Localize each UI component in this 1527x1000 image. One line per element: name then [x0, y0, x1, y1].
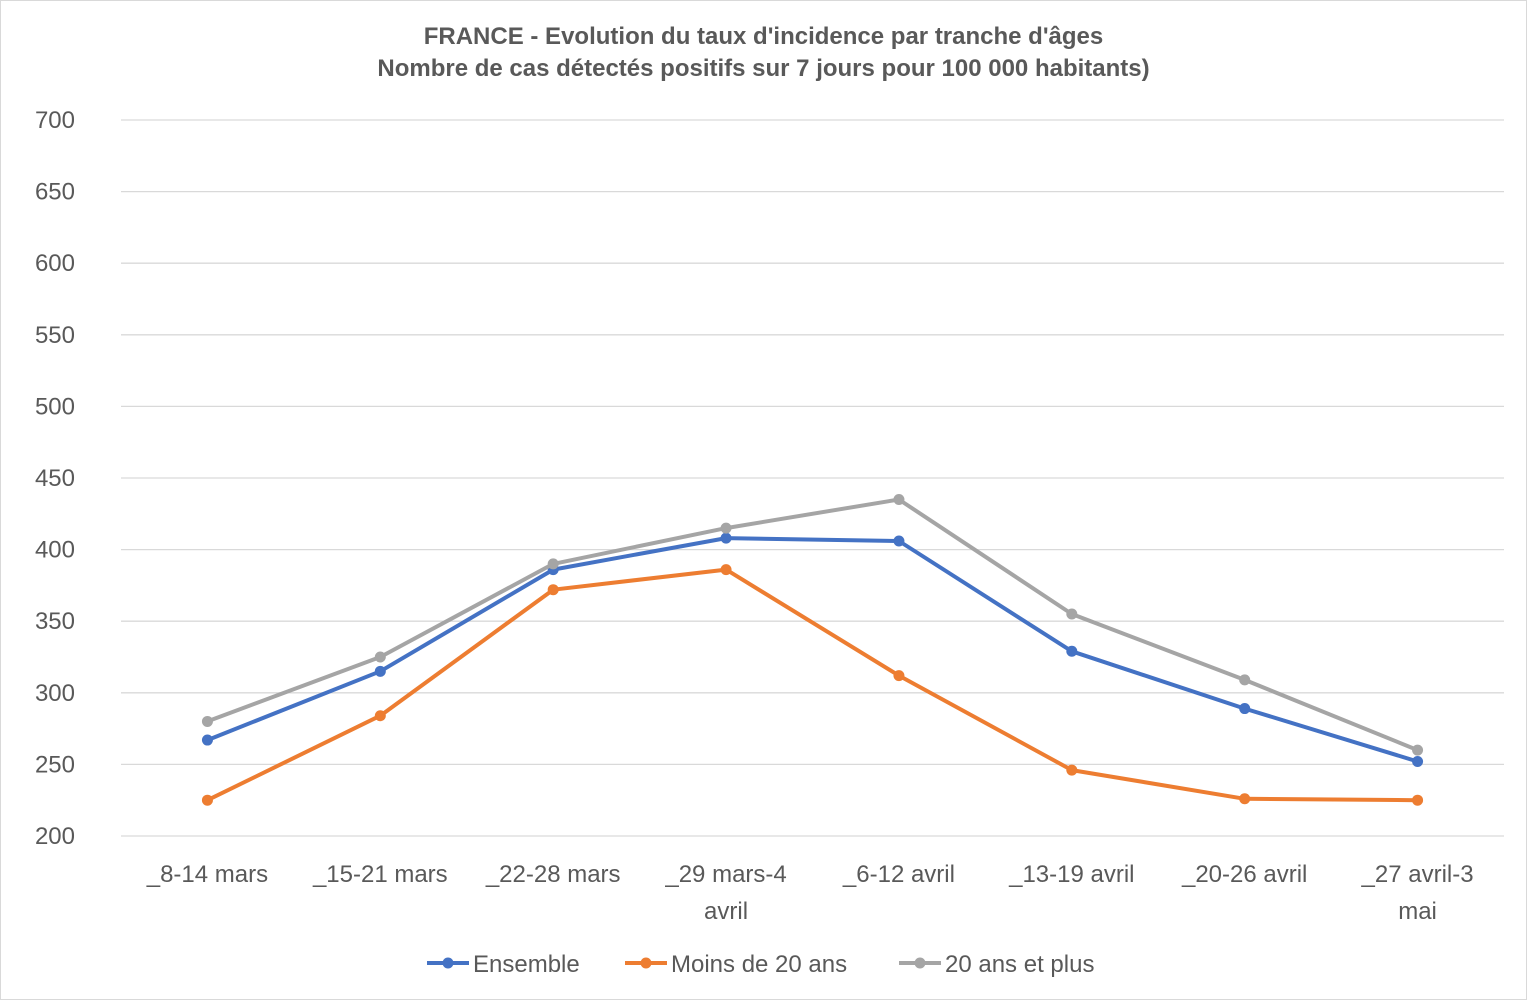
- data-point: [547, 584, 559, 596]
- x-tick-label: _22-28 mars: [485, 861, 621, 888]
- legend-marker: [640, 957, 652, 969]
- series-line: [205, 567, 1420, 803]
- y-tick-label: 350: [35, 608, 75, 635]
- x-tick-label: _13-19 avril: [1008, 861, 1134, 888]
- data-point: [1412, 756, 1424, 768]
- data-point: [1239, 703, 1251, 715]
- data-point: [201, 715, 213, 727]
- series-line: [205, 536, 1420, 764]
- x-tick-label: _29 mars-4: [664, 861, 786, 888]
- data-point: [893, 493, 905, 505]
- data-point: [1412, 794, 1424, 806]
- y-tick-label: 550: [35, 322, 75, 349]
- data-point: [1066, 608, 1078, 620]
- y-tick-label: 300: [35, 680, 75, 707]
- chart-title-block: FRANCE - Evolution du taux d'incidence p…: [1, 21, 1526, 85]
- data-point: [201, 794, 213, 806]
- series-line: [205, 497, 1420, 753]
- data-point: [720, 522, 732, 534]
- x-tick-label: _6-12 avril: [842, 861, 955, 888]
- legend-marker: [914, 957, 926, 969]
- y-tick-label: 500: [35, 393, 75, 420]
- data-point: [374, 710, 386, 722]
- data-point: [201, 734, 213, 746]
- legend-label: Ensemble: [473, 951, 580, 978]
- x-tick-label: _20-26 avril: [1181, 861, 1307, 888]
- chart-title: FRANCE - Evolution du taux d'incidence p…: [423, 23, 1104, 50]
- chart-subtitle: Nombre de cas détectés positifs sur 7 jo…: [377, 55, 1150, 82]
- data-point: [1412, 744, 1424, 756]
- legend-marker: [442, 957, 454, 969]
- data-point: [893, 670, 905, 682]
- data-point: [720, 564, 732, 576]
- data-point: [1239, 674, 1251, 686]
- x-tick-label: _27 avril-3: [1361, 861, 1474, 888]
- data-point: [374, 651, 386, 663]
- data-point: [1066, 645, 1078, 657]
- legend-label: Moins de 20 ans: [671, 951, 847, 978]
- data-point: [720, 532, 732, 544]
- y-tick-label: 400: [35, 537, 75, 564]
- x-tick-label: mai: [1398, 898, 1437, 925]
- data-point: [1239, 793, 1251, 805]
- data-point: [893, 535, 905, 547]
- data-point: [1066, 764, 1078, 776]
- data-point: [547, 558, 559, 570]
- y-tick-label: 250: [35, 751, 75, 778]
- legend-label: 20 ans et plus: [945, 951, 1094, 978]
- y-tick-label: 200: [35, 823, 75, 850]
- x-tick-label: _15-21 mars: [312, 861, 448, 888]
- x-tick-label: avril: [704, 898, 748, 925]
- y-tick-label: 650: [35, 179, 75, 206]
- x-tick-label: _8-14 mars: [146, 861, 268, 888]
- y-tick-label: 600: [35, 250, 75, 277]
- data-point: [374, 665, 386, 677]
- y-tick-label: 700: [35, 107, 75, 134]
- y-tick-label: 450: [35, 465, 75, 492]
